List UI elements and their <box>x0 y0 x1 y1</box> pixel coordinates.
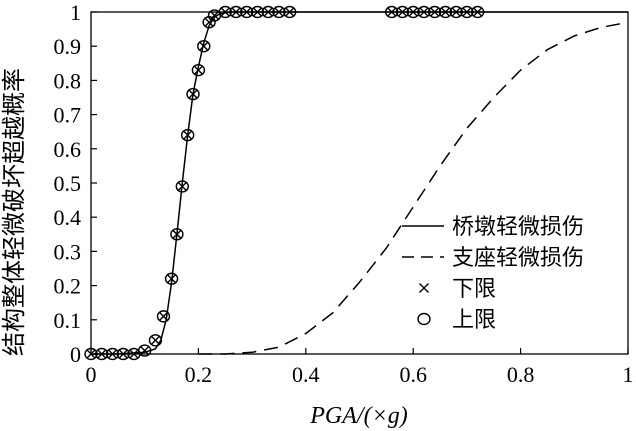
legend-label-3: 上限 <box>452 308 496 333</box>
y-tick-label: 0.7 <box>54 103 82 128</box>
data-point-x <box>408 7 418 17</box>
data-point-x <box>150 335 161 346</box>
x-tick-label: 1 <box>623 362 634 387</box>
data-point-x <box>129 349 139 359</box>
data-point-x <box>274 7 284 17</box>
data-point-o <box>105 347 120 361</box>
data-point-o <box>116 347 130 361</box>
data-point-x <box>451 7 461 17</box>
series-layer <box>84 5 629 361</box>
data-point-x <box>158 311 169 322</box>
data-point-x <box>172 229 182 239</box>
legend-label-0: 桥墩轻微损伤 <box>452 215 584 240</box>
legend-label-1: 支座轻微损伤 <box>452 246 584 271</box>
y-tick-label: 0 <box>70 342 81 367</box>
data-point-x <box>140 345 150 356</box>
data-point-o <box>261 5 275 19</box>
data-point-x <box>86 349 96 359</box>
data-point-o <box>137 344 152 357</box>
data-point-o <box>197 40 211 53</box>
x-tick-label: 0.4 <box>292 362 320 387</box>
x-axis-title: PGA/(×g) <box>309 403 408 429</box>
data-point-o <box>164 272 179 285</box>
data-point-x <box>419 7 429 17</box>
data-point-x <box>188 89 198 99</box>
data-point-x <box>199 41 209 51</box>
y-tick-label: 0.4 <box>54 205 82 230</box>
x-tick-label: 0.8 <box>507 362 535 387</box>
data-point-o <box>272 5 286 19</box>
data-point-x <box>177 181 187 192</box>
data-point-o <box>417 5 431 19</box>
data-point-x <box>209 10 220 21</box>
data-point-o <box>449 5 463 19</box>
data-point-x <box>220 7 230 17</box>
data-point-x <box>472 7 483 17</box>
data-point-o <box>175 180 189 193</box>
x-tick-label: 0 <box>86 362 97 387</box>
data-point-o <box>427 5 442 19</box>
data-point-x <box>193 65 204 75</box>
data-point-x <box>397 7 408 17</box>
legend-swatch-3 <box>417 312 431 326</box>
data-point-x <box>440 7 451 17</box>
data-point-x <box>284 7 295 17</box>
x-tick-label: 0.6 <box>399 362 427 387</box>
data-point-o <box>95 347 109 361</box>
y-tick-label: 0.2 <box>54 274 82 299</box>
data-point-x <box>166 274 177 284</box>
data-point-x <box>462 7 472 17</box>
data-point-x <box>252 7 263 17</box>
y-tick-label: 0.8 <box>54 68 82 93</box>
series-line-0 <box>91 11 628 355</box>
data-point-o <box>186 87 200 101</box>
data-point-x <box>97 349 107 359</box>
data-point-o <box>282 5 297 19</box>
legend-swatch-2 <box>419 283 429 293</box>
data-point-o <box>218 5 232 19</box>
y-tick-label: 0.1 <box>54 308 82 333</box>
data-point-x <box>118 349 128 359</box>
data-point-o <box>470 5 485 19</box>
y-tick-label: 0.6 <box>54 137 82 162</box>
data-point-o <box>438 5 453 19</box>
y-tick-label: 0.9 <box>54 34 82 59</box>
data-point-o <box>406 5 420 19</box>
data-point-o <box>240 5 254 19</box>
data-point-o <box>148 334 163 347</box>
data-point-o <box>229 5 243 19</box>
data-point-o <box>250 5 265 19</box>
data-point-x <box>182 130 193 140</box>
y-axis-title: 结构整体轻微破坏超越概率 <box>1 68 28 356</box>
data-point-o <box>395 5 410 19</box>
plot-frame <box>90 11 629 355</box>
data-point-o <box>156 310 171 323</box>
y-tick-label: 1 <box>70 0 81 25</box>
data-point-o <box>180 128 195 142</box>
data-point-x <box>107 349 118 359</box>
series-line-1 <box>198 21 629 355</box>
data-point-x <box>263 7 273 17</box>
y-tick-label: 0.3 <box>54 239 82 264</box>
data-point-x <box>204 17 214 27</box>
data-point-o <box>84 347 98 361</box>
data-point-o <box>460 5 474 19</box>
y-tick-label: 0.5 <box>54 171 82 196</box>
data-point-x <box>231 7 241 17</box>
data-point-x <box>429 7 440 17</box>
x-tick-label: 0.2 <box>185 362 213 387</box>
data-point-x <box>242 7 252 17</box>
data-point-o <box>170 228 184 241</box>
data-point-o <box>385 5 399 19</box>
data-point-o <box>191 63 206 77</box>
legend-label-2: 下限 <box>452 277 496 302</box>
data-point-x <box>387 7 397 17</box>
axes: 0 0.2 0.4 0.6 0.8 1 0 0.1 0.2 0.3 0.4 0.5 0.6 0.7 0.8 0… <box>54 0 634 387</box>
